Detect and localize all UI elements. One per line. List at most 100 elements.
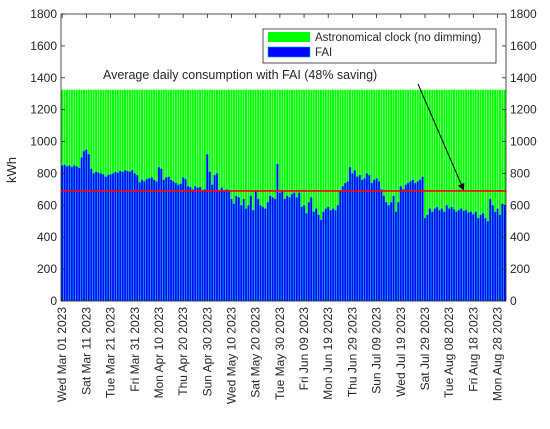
bar-fai — [416, 181, 419, 302]
bar-astronomical — [496, 89, 499, 301]
bar-astronomical — [477, 89, 480, 301]
bar-fai — [242, 198, 245, 302]
bar-fai — [230, 198, 233, 302]
bar-fai — [85, 149, 88, 302]
bar-fai — [438, 209, 441, 302]
bar-fai — [210, 184, 214, 302]
bar-fai — [501, 203, 504, 302]
bar-fai — [418, 179, 422, 302]
bar-astronomical — [390, 89, 393, 301]
bar-fai — [404, 184, 407, 302]
bar-fai — [477, 217, 480, 302]
bar-fai — [68, 165, 71, 302]
bar-astronomical — [257, 89, 260, 301]
bar-astronomical — [453, 89, 455, 301]
bar-astronomical — [431, 89, 434, 301]
bar-astronomical — [498, 89, 501, 301]
bar-fai — [256, 198, 260, 302]
x-tick-label: Wed May 10 2023 — [225, 307, 239, 404]
bar-fai — [353, 170, 357, 302]
bar-astronomical — [472, 89, 475, 301]
x-tick-label: Sat Mar 11 2023 — [79, 307, 93, 395]
bar-fai — [428, 208, 431, 302]
x-tick-label: Sun Jul 09 2023 — [370, 307, 384, 394]
bar-fai — [111, 173, 115, 302]
bar-fai — [77, 167, 81, 302]
bar-astronomical — [426, 89, 429, 301]
y-axis-right: 0 200 400 600 800 1000 1200 1400 1600 1800 — [502, 7, 537, 308]
bar-fai — [486, 221, 490, 302]
bar-fai — [82, 150, 86, 302]
bar-fai — [92, 173, 95, 302]
bar-fai — [431, 211, 434, 302]
bar-astronomical — [501, 89, 504, 301]
bar-astronomical — [315, 89, 318, 301]
bar-fai — [160, 168, 163, 302]
bar-fai — [469, 211, 473, 302]
bar-fai — [290, 193, 294, 302]
bar-astronomical — [448, 89, 451, 301]
bar-fai — [307, 201, 311, 302]
axes-frame — [60, 13, 507, 302]
y-tick-label-right: 1400 — [510, 71, 537, 85]
bar-fai — [165, 177, 168, 302]
bar-fai — [402, 189, 405, 302]
bar-fai — [360, 179, 364, 302]
bar-fai — [450, 206, 453, 302]
bar-fai — [300, 206, 303, 302]
bar-astronomical — [479, 89, 482, 301]
y-tick-label-left: 1000 — [30, 135, 57, 149]
bar-fai — [322, 211, 325, 302]
bar-fai — [99, 173, 103, 302]
bar-fai — [261, 206, 265, 302]
bar-fai — [213, 174, 216, 302]
bar-fai — [460, 208, 463, 302]
bar-astronomical — [457, 89, 460, 301]
y-tick-label-right: 600 — [510, 198, 530, 212]
bar-astronomical — [443, 89, 446, 301]
bar-astronomical — [334, 89, 337, 301]
bar-fai — [298, 192, 301, 302]
bar-astronomical — [387, 89, 390, 301]
legend-label-astronomical: Astronomical clock (no dimming) — [315, 32, 481, 44]
y-tick-label-right: 1200 — [510, 103, 537, 117]
bar-fai — [223, 190, 226, 302]
bar-fai — [162, 179, 165, 302]
y-tick-label-right: 1000 — [510, 135, 537, 149]
bar-astronomical — [271, 89, 274, 301]
y-tick-label-left: 400 — [37, 230, 57, 244]
bar-astronomical — [385, 89, 388, 301]
bar-fai — [433, 208, 436, 302]
bar-fai — [491, 205, 494, 302]
bar-fai — [288, 197, 291, 302]
bar-fai — [220, 187, 223, 302]
bar-fai — [186, 186, 190, 302]
bar-fai — [174, 182, 178, 302]
bar-fai — [169, 179, 173, 302]
bar-astronomical — [467, 89, 470, 301]
y-tick-label-left: 1800 — [30, 7, 57, 21]
bar-fai — [423, 217, 427, 302]
bar-astronomical — [261, 89, 264, 301]
bar-fai — [123, 170, 127, 302]
bar-fai — [206, 154, 209, 302]
y-tick-label-left: 0 — [50, 294, 57, 308]
bar-fai — [184, 178, 187, 302]
bar-fai — [382, 195, 386, 302]
bar-fai — [109, 174, 112, 302]
bar-fai — [203, 189, 207, 302]
bar-fai — [385, 201, 388, 302]
bar-fai — [73, 165, 76, 302]
bar-fai — [348, 166, 352, 302]
bar-fai — [87, 154, 90, 302]
x-axis: Wed Mar 01 2023 Sat Mar 11 2023 Tue Mar 21… — [55, 14, 505, 404]
bar-fai — [140, 179, 144, 302]
bar-fai — [215, 173, 219, 302]
bar-fai — [269, 195, 272, 302]
bar-fai — [102, 174, 105, 302]
bar-fai — [331, 208, 335, 302]
bar-fai — [276, 163, 279, 302]
bar-astronomical — [445, 89, 448, 301]
bar-fai — [389, 201, 393, 302]
bar-astronomical — [469, 89, 472, 301]
